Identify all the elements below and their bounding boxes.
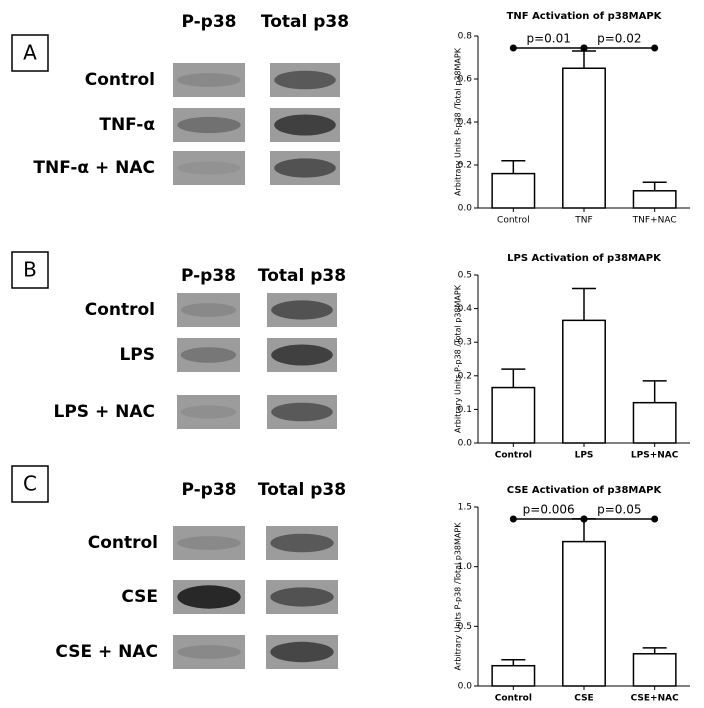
blot-band — [270, 641, 334, 663]
x-tick-label: CSE+NAC — [631, 694, 679, 704]
blot-band — [271, 300, 333, 320]
panel-box — [11, 34, 49, 72]
x-tick-label: LPS+NAC — [631, 451, 679, 461]
bar — [562, 540, 606, 687]
y-tick-label: 0.6 — [458, 75, 473, 85]
y-tick-label: 0.1 — [458, 405, 472, 415]
annotation-dot — [509, 44, 517, 52]
y-tick-label: 0.0 — [458, 682, 473, 692]
bar — [562, 67, 606, 209]
chart-title: CSE Activation of p38MAPK — [507, 485, 663, 496]
blot — [173, 63, 245, 97]
bar — [491, 172, 536, 209]
column-header: Total p38 — [258, 480, 346, 500]
x-tick-label: TNF — [574, 216, 592, 226]
annotation-dot — [580, 515, 588, 523]
row-label: LPS + NAC — [54, 402, 155, 422]
y-tick-label: 0.5 — [458, 271, 472, 281]
annotation-dot — [509, 515, 517, 523]
annotation-dot — [580, 44, 588, 52]
panel-label: A — [23, 41, 37, 65]
blot-band — [177, 585, 241, 609]
bar — [632, 653, 677, 687]
panel-box — [11, 465, 49, 503]
column-header: P-p38 — [181, 480, 236, 500]
x-tick-label: Control — [497, 216, 530, 226]
row-label: Control — [85, 300, 155, 320]
bar — [632, 190, 677, 209]
blot-band — [274, 158, 336, 178]
y-tick-label: 0.0 — [458, 204, 473, 214]
y-tick-label: 0.3 — [458, 338, 472, 348]
row-label: LPS — [119, 345, 155, 365]
y-tick-label: 1.0 — [458, 562, 473, 572]
annotation: p=0.01 — [526, 32, 570, 46]
blot — [173, 635, 245, 669]
y-tick-label: 0.8 — [458, 32, 473, 42]
annotation: p=0.02 — [597, 32, 641, 46]
row-label: CSE — [121, 587, 158, 607]
y-tick-label: 0.2 — [458, 371, 472, 381]
y-tick-label: 0.4 — [458, 118, 473, 128]
blot-band — [177, 116, 241, 134]
chart-title: TNF Activation of p38MAPK — [507, 11, 663, 22]
blot-band — [270, 533, 334, 553]
y-axis-label: Arbitrary Units P-p38 /Total p38MAPK — [454, 47, 463, 196]
annotation-dot — [651, 44, 659, 52]
bar — [491, 386, 536, 444]
blot-band — [271, 402, 333, 422]
blot — [177, 395, 240, 429]
chart-title: LPS Activation of p38MAPK — [507, 253, 662, 264]
y-tick-label: 0.4 — [458, 304, 473, 314]
y-tick-label: 0.2 — [458, 161, 472, 171]
blot-band — [177, 161, 241, 175]
blot — [173, 526, 245, 560]
x-tick-label: LPS — [575, 451, 594, 461]
annotation: p=0.05 — [597, 503, 641, 517]
row-label: CSE + NAC — [55, 642, 158, 662]
blot-band — [180, 347, 237, 363]
blot-band — [274, 114, 336, 136]
bar — [491, 664, 536, 687]
blot — [177, 293, 240, 327]
row-label: TNF-α — [99, 115, 155, 135]
column-header: P-p38 — [181, 12, 236, 32]
bar — [632, 401, 677, 444]
blot-band — [177, 536, 241, 550]
y-tick-label: 0.5 — [458, 622, 472, 632]
y-tick-label: 1.5 — [458, 503, 472, 513]
blot — [173, 151, 245, 185]
blot-band — [271, 344, 333, 366]
column-header: Total p38 — [261, 12, 349, 32]
annotation-dot — [651, 515, 659, 523]
annotation: p=0.006 — [523, 503, 575, 517]
blot-band — [180, 303, 237, 317]
column-header: Total p38 — [258, 266, 346, 286]
blot-band — [177, 73, 241, 87]
blot-band — [270, 587, 334, 607]
bar — [562, 319, 606, 444]
y-tick-label: 0.0 — [458, 439, 473, 449]
blot-band — [274, 70, 336, 90]
y-axis-label: Arbitrary Units P-p38 /Total p38MAPK — [454, 284, 463, 433]
panel-box — [11, 251, 49, 289]
row-label: Control — [88, 533, 158, 553]
x-tick-label: Control — [495, 694, 532, 704]
x-tick-label: Control — [495, 451, 532, 461]
blot-band — [180, 405, 237, 419]
x-tick-label: CSE — [574, 694, 593, 704]
blot — [177, 338, 240, 372]
row-label: TNF-α + NAC — [33, 158, 155, 178]
blot-band — [177, 645, 241, 659]
column-header: P-p38 — [181, 266, 236, 286]
x-tick-label: TNF+NAC — [632, 216, 677, 226]
y-axis-label: Arbitrary Units P-p38 /Total p38MAPK — [454, 522, 463, 671]
blot — [173, 108, 245, 142]
panel-label: C — [23, 472, 37, 496]
panel-label: B — [23, 258, 37, 282]
row-label: Control — [85, 70, 155, 90]
